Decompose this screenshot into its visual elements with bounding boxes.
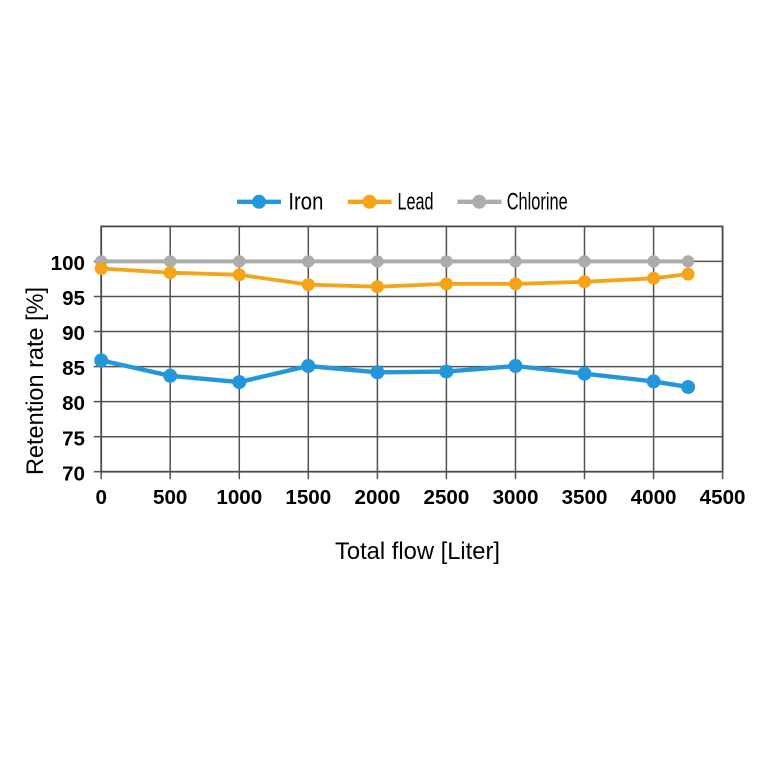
svg-text:Retention rate [%]: Retention rate [%]: [22, 287, 49, 475]
svg-text:2000: 2000: [354, 486, 400, 509]
svg-text:70: 70: [62, 462, 85, 485]
svg-text:2500: 2500: [423, 486, 469, 509]
svg-text:500: 500: [153, 486, 187, 509]
svg-text:100: 100: [51, 252, 85, 275]
svg-text:Iron: Iron: [288, 188, 323, 215]
svg-text:3000: 3000: [493, 486, 539, 509]
svg-text:Total flow [Liter]: Total flow [Liter]: [335, 538, 500, 565]
svg-text:Chlorine: Chlorine: [507, 188, 568, 215]
svg-text:3500: 3500: [562, 486, 608, 509]
svg-text:75: 75: [62, 427, 85, 450]
svg-text:4000: 4000: [631, 486, 677, 509]
svg-text:0: 0: [95, 486, 106, 509]
svg-text:Lead: Lead: [398, 188, 434, 215]
svg-text:4500: 4500: [700, 486, 746, 509]
svg-text:1500: 1500: [285, 486, 331, 509]
svg-text:90: 90: [62, 322, 85, 345]
svg-text:95: 95: [62, 287, 85, 310]
svg-text:1000: 1000: [216, 486, 262, 509]
svg-text:85: 85: [62, 357, 85, 380]
svg-text:80: 80: [62, 392, 85, 415]
